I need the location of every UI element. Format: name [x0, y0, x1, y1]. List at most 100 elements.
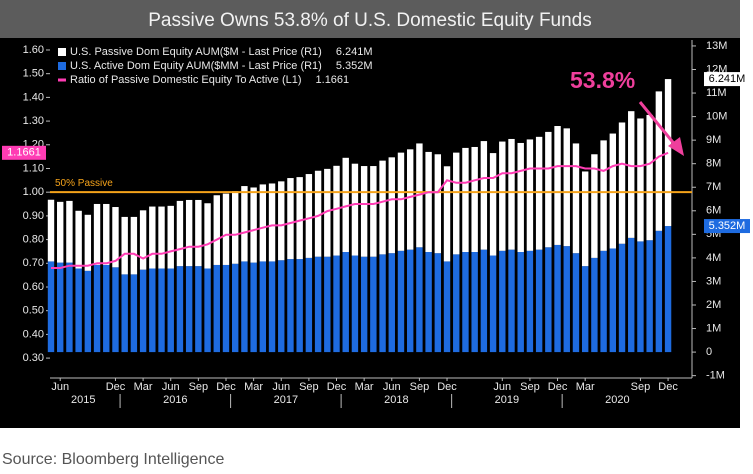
y-tick-label: 0.60	[23, 281, 44, 293]
bar	[416, 247, 423, 353]
bar	[489, 255, 497, 353]
bar	[545, 247, 552, 353]
bar	[526, 139, 534, 251]
source: Source: Bloomberg Intelligence	[2, 451, 224, 468]
bar	[628, 237, 635, 353]
x-tick-label: Jun	[162, 381, 180, 393]
bar	[434, 154, 442, 254]
x-tick-label: Sep	[299, 381, 319, 393]
bar	[213, 195, 220, 265]
legend-swatch	[58, 62, 66, 70]
bar	[462, 147, 469, 253]
bar	[581, 266, 589, 353]
y2-tick-label: 1M	[706, 322, 721, 334]
x-tick-label: Jun	[383, 381, 401, 393]
bar	[517, 142, 524, 253]
bar	[499, 250, 506, 353]
bar	[499, 141, 506, 251]
x-tick-label: Dec	[106, 381, 126, 393]
bar	[425, 252, 432, 353]
bar	[158, 268, 165, 353]
y-tick-label: 0.30	[23, 352, 44, 364]
bar	[305, 257, 313, 353]
bar	[66, 200, 73, 263]
x-tick-label: Sep	[520, 381, 540, 393]
y-tick-label: 0.40	[23, 328, 44, 340]
bar	[204, 203, 211, 269]
bar	[609, 248, 617, 353]
bar	[66, 262, 73, 353]
bar	[139, 269, 147, 353]
bar	[425, 151, 432, 253]
bar	[581, 171, 589, 267]
bar	[480, 141, 488, 250]
last-value-label: 1.1661	[7, 147, 41, 159]
bar	[185, 266, 193, 353]
year-label: 2016	[163, 394, 187, 406]
bar	[572, 253, 580, 353]
chart-background	[0, 0, 740, 428]
bar	[591, 257, 598, 353]
year-label: 2017	[274, 394, 298, 406]
bar	[508, 249, 515, 353]
bar	[397, 152, 405, 251]
bar	[112, 267, 119, 353]
bar	[637, 241, 644, 353]
legend-value: 5.352M	[336, 60, 373, 72]
bar	[618, 122, 626, 244]
bar	[434, 253, 442, 353]
bar	[333, 255, 340, 353]
bar	[121, 274, 128, 353]
x-tick-label: Dec	[327, 381, 347, 393]
bar	[655, 230, 663, 353]
bar	[342, 157, 349, 253]
bar	[664, 226, 672, 353]
bar	[287, 178, 294, 260]
bar	[84, 270, 92, 353]
x-tick-label: Dec	[658, 381, 678, 393]
y2-tick-label: 3M	[706, 275, 721, 287]
bar	[314, 170, 322, 257]
x-tick-label: Mar	[355, 381, 374, 393]
bar	[563, 128, 570, 247]
bar	[130, 274, 138, 353]
y2-tick-label: 8M	[706, 158, 721, 170]
legend-value: 6.241M	[336, 46, 373, 58]
bar	[241, 261, 248, 353]
value-label-box	[704, 219, 750, 234]
bar	[287, 259, 294, 353]
x-tick-label: Dec	[437, 381, 457, 393]
value-label: 5.352M	[709, 220, 746, 232]
y-tick-label: 1.10	[23, 162, 44, 174]
bar	[600, 250, 607, 353]
bar	[342, 252, 349, 353]
bar	[139, 210, 147, 270]
y2-tick-label: 11M	[706, 87, 727, 99]
reference-label: 50% Passive	[55, 178, 113, 189]
y-tick-label: 1.50	[23, 68, 44, 80]
x-tick-label: Jun	[493, 381, 511, 393]
y2-tick-label: 2M	[706, 299, 721, 311]
bar	[379, 160, 386, 255]
bar	[489, 153, 497, 256]
bar	[241, 186, 248, 262]
bar	[554, 126, 561, 245]
y-tick-label: 1.60	[23, 44, 44, 56]
bar	[545, 131, 552, 248]
year-label: 2019	[495, 394, 519, 406]
bar	[646, 114, 653, 241]
year-label: 2018	[384, 394, 408, 406]
y2-tick-label: -1M	[706, 370, 725, 382]
bar	[351, 163, 359, 256]
y2-tick-label: 13M	[706, 40, 727, 52]
value-label: 6.241M	[709, 73, 746, 85]
bar	[213, 264, 220, 353]
bar	[351, 255, 359, 353]
bar	[406, 149, 414, 250]
y-tick-label: 1.00	[23, 186, 44, 198]
x-tick-label: Sep	[410, 381, 430, 393]
bar	[130, 216, 138, 275]
legend-swatch	[58, 48, 66, 56]
ratio-line	[51, 151, 669, 269]
